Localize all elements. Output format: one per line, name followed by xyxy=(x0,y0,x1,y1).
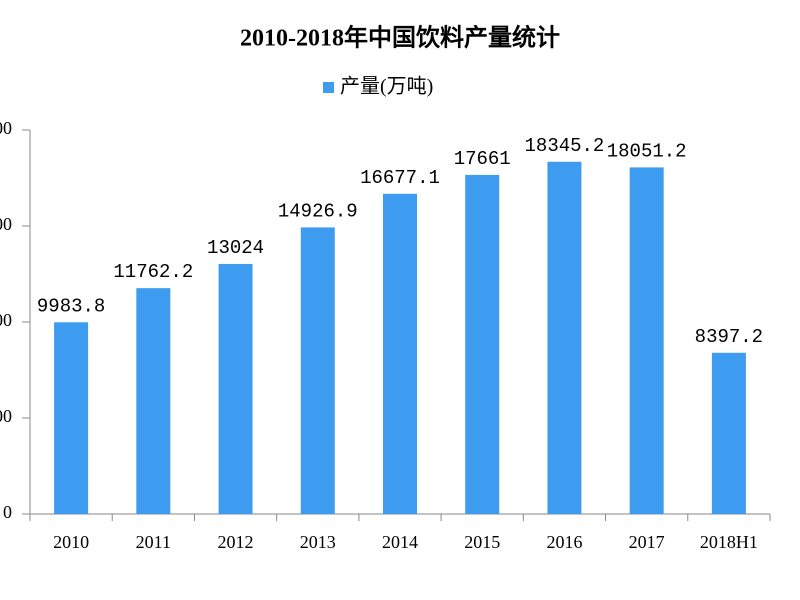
value-label: 18345.2 xyxy=(525,135,605,157)
value-label: 14926.9 xyxy=(278,200,358,222)
value-label: 18051.2 xyxy=(607,140,687,162)
bar xyxy=(629,167,664,514)
legend-swatch xyxy=(323,82,334,93)
y-tick-label: 0 xyxy=(3,502,12,522)
bar xyxy=(300,227,335,515)
y-tick-label: 10000 xyxy=(0,310,12,330)
y-tick-label: 20000 xyxy=(0,118,12,138)
y-tick-label: 15000 xyxy=(0,214,12,234)
x-tick-label: 2012 xyxy=(218,532,254,552)
bar xyxy=(136,288,171,514)
value-label: 17661 xyxy=(454,148,511,170)
x-tick-label: 2014 xyxy=(382,532,418,552)
x-tick-label: 2017 xyxy=(629,532,665,552)
bar xyxy=(218,263,253,514)
value-label: 16677.1 xyxy=(360,167,440,189)
y-tick-label: 5000 xyxy=(0,406,12,426)
bar xyxy=(383,193,417,514)
x-tick-label: 2015 xyxy=(464,532,500,552)
bar xyxy=(711,352,746,514)
bar xyxy=(465,174,500,514)
x-tick-label: 2013 xyxy=(300,532,336,552)
value-label: 8397.2 xyxy=(695,326,763,348)
bar xyxy=(54,322,89,514)
bar xyxy=(547,161,582,514)
legend-label: 产量(万吨) xyxy=(340,75,433,98)
chart-title: 2010-2018年中国饮料产量统计 xyxy=(240,24,560,52)
x-tick-label: 2018H1 xyxy=(700,532,758,552)
value-label: 11762.2 xyxy=(113,261,193,283)
x-tick-label: 2010 xyxy=(53,532,89,552)
value-label: 9983.8 xyxy=(37,295,105,317)
x-tick-label: 2011 xyxy=(136,532,171,552)
value-label: 13024 xyxy=(207,237,264,259)
x-tick-label: 2016 xyxy=(546,532,582,552)
